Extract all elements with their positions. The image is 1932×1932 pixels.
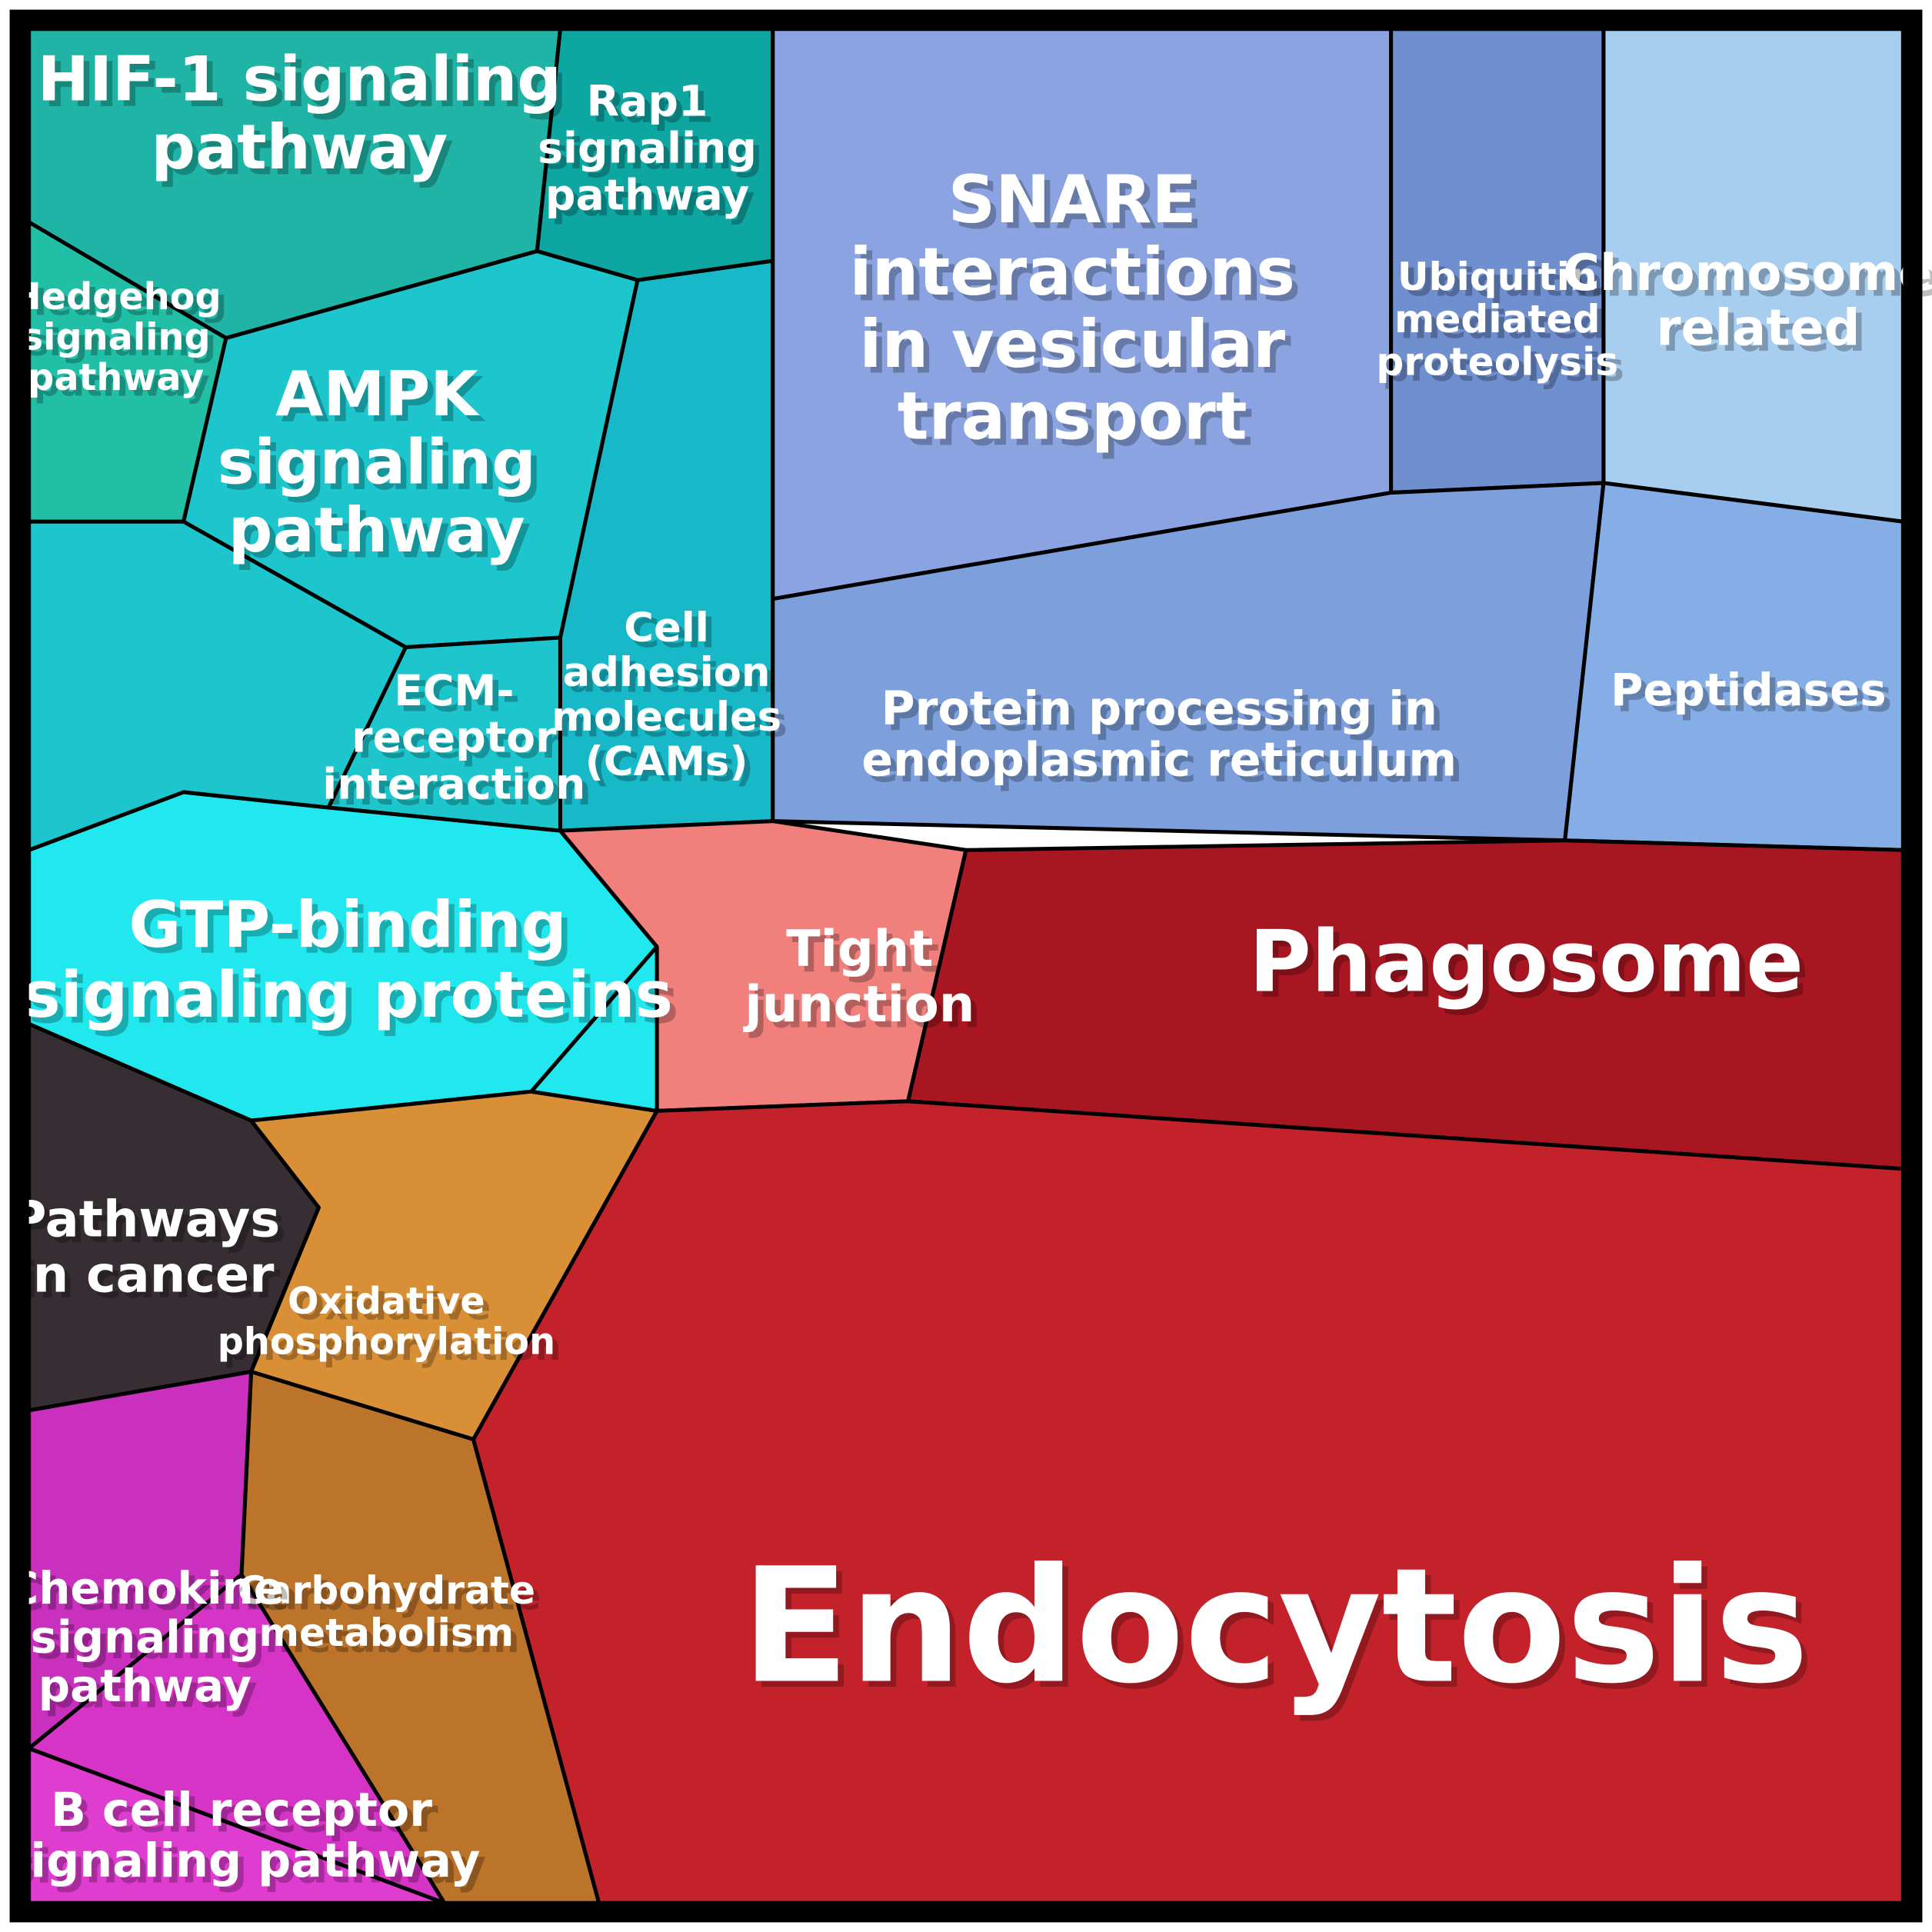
label-endocytosis: Endocytosis <box>741 1534 1809 1718</box>
label-cancer: Pathwaysin cancer <box>10 1191 281 1304</box>
label-phagosome: Phagosome <box>1249 913 1804 1012</box>
voronoi-treemap: HIF-1 signalingpathwayHIF-1 signalingpat… <box>0 0 1932 1932</box>
label-chemokine: Chemokinesignalingpathway <box>6 1562 284 1712</box>
label-bcr: B cell receptorsignaling pathway <box>3 1784 481 1888</box>
label-peptidases: Peptidases <box>1611 664 1887 716</box>
label-hedgehog: Hedgehogsignalingpathway <box>11 276 222 399</box>
cell-endocytosis <box>473 1101 1903 1903</box>
label-protein-er: Protein processing inendoplasmic reticul… <box>861 682 1457 787</box>
